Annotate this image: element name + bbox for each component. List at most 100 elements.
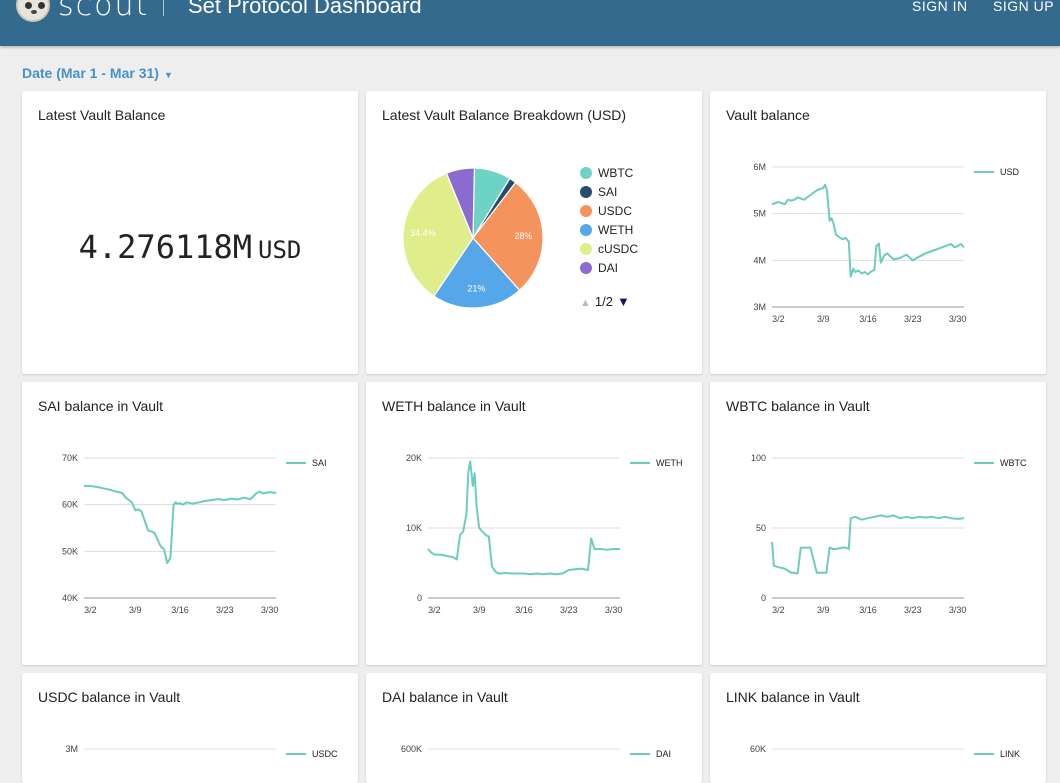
x-tick-label: 3/16 <box>859 605 877 615</box>
y-tick-label: 6M <box>753 162 766 172</box>
x-tick-label: 3/30 <box>949 314 967 324</box>
pie-slice-label: 28% <box>514 231 532 241</box>
legend-swatch <box>580 167 592 179</box>
x-tick-label: 3/9 <box>129 605 142 615</box>
legend-item-cusdc[interactable]: cUSDC <box>580 242 638 256</box>
card-title: DAI balance in Vault <box>382 689 508 705</box>
card-vault-balance: Vault balance 6M 5M 4M 3M USD 3/2 3/9 3/16 3/23 3… <box>710 91 1046 374</box>
series-line <box>427 460 620 576</box>
x-tick-label: 3/23 <box>904 314 922 324</box>
legend-label: USD <box>1000 167 1020 177</box>
legend-swatch <box>580 205 592 217</box>
y-tick-label: 60K <box>62 500 78 510</box>
x-tick-label: 3/2 <box>84 605 97 615</box>
legend-swatch <box>580 186 592 198</box>
y-tick-label: 20K <box>406 453 422 463</box>
legend-pager: ▲ 1/2 ▼ <box>580 294 630 309</box>
legend-swatch <box>580 262 592 274</box>
chevron-down-icon: ▼ <box>163 70 173 80</box>
y-tick-label: 100 <box>751 453 766 463</box>
pie-slice-label: 21% <box>467 283 485 293</box>
card-title: SAI balance in Vault <box>38 398 164 414</box>
date-range-dropdown[interactable]: Date (Mar 1 - Mar 31) ▼ <box>22 65 173 81</box>
y-tick-label: 70K <box>62 453 78 463</box>
series-line <box>84 485 277 564</box>
card-title: Vault balance <box>726 107 810 123</box>
card-balance-breakdown: Latest Vault Balance Breakdown (USD) 28%… <box>366 91 702 374</box>
x-tick-label: 3/23 <box>216 605 234 615</box>
legend-label: WBTC <box>1000 458 1027 468</box>
legend-label: SAI <box>598 185 618 199</box>
card-sai-balance: SAI balance in Vault 70K 60K 50K 40K SAI 3/2 3… <box>22 382 358 665</box>
line-chart: 6M 5M 4M 3M USD 3/2 3/9 3/16 3/23 3/30 <box>753 162 1020 324</box>
balance-unit: USD <box>258 236 302 264</box>
series-line <box>771 514 965 575</box>
legend-label: LINK <box>1000 749 1020 759</box>
card-title: WBTC balance in Vault <box>726 398 870 414</box>
legend-label: USDC <box>312 749 338 759</box>
pie-slice-label: 34.4% <box>410 228 436 238</box>
series-line <box>771 183 965 278</box>
legend-item-dai[interactable]: DAI <box>580 261 618 275</box>
brand-name[interactable]: scout <box>58 0 150 23</box>
card-title: Latest Vault Balance <box>38 107 166 123</box>
x-tick-label: 3/30 <box>949 605 967 615</box>
x-tick-label: 3/16 <box>171 605 189 615</box>
header-divider <box>163 0 164 16</box>
line-chart: 600K DAI <box>401 744 671 759</box>
legend-label: DAI <box>598 261 619 275</box>
date-range-label: Date (Mar 1 - Mar 31) <box>22 65 159 81</box>
y-tick-label: 3M <box>753 302 766 312</box>
x-tick-label: 3/9 <box>817 314 830 324</box>
balance-value: 4.276118M <box>78 228 253 266</box>
line-chart: 20K 10K 0 WETH 3/2 3/9 3/16 3/23 3/30 <box>406 453 683 615</box>
legend-item-usdc[interactable]: USDC <box>580 204 632 218</box>
y-tick-label: 0 <box>417 593 422 603</box>
scout-logo-icon[interactable] <box>16 0 50 22</box>
card-title: USDC balance in Vault <box>38 689 181 705</box>
y-tick-label: 3M <box>65 744 78 754</box>
y-tick-label: 60K <box>750 744 766 754</box>
sign-up-link[interactable]: SIGN UP <box>993 0 1055 14</box>
top-app-bar: scout Set Protocol Dashboard SIGN IN SIG… <box>0 0 1060 46</box>
pie-slice-dai <box>445 167 476 239</box>
card-wbtc-balance: WBTC balance in Vault 100 50 0 WBTC 3/2 3/9 3/… <box>710 382 1046 665</box>
pie-slice-cusdc <box>402 172 474 297</box>
pie-slice-weth <box>433 237 521 309</box>
pie-chart: 28% 21% 34.4% <box>402 167 544 309</box>
x-tick-label: 3/23 <box>904 605 922 615</box>
legend-swatch <box>580 243 592 255</box>
legend-item-wbtc[interactable]: WBTC <box>580 166 633 180</box>
line-chart: 60K LINK <box>750 744 1020 759</box>
y-tick-label: 50 <box>756 523 766 533</box>
card-title: WETH balance in Vault <box>382 398 526 414</box>
y-tick-label: 10K <box>406 523 422 533</box>
big-number: 4.276118M USD <box>22 228 358 266</box>
y-tick-label: 600K <box>401 744 422 754</box>
card-weth-balance: WETH balance in Vault 20K 10K 0 WETH 3/2 3/9 3… <box>366 382 702 665</box>
x-tick-label: 3/23 <box>560 605 578 615</box>
sign-in-link[interactable]: SIGN IN <box>912 0 968 14</box>
legend-swatch <box>580 224 592 236</box>
x-tick-label: 3/9 <box>473 605 486 615</box>
x-tick-label: 3/30 <box>605 605 623 615</box>
legend-label: DAI <box>656 749 671 759</box>
legend-item-weth[interactable]: WETH <box>580 223 633 237</box>
page-title: Set Protocol Dashboard <box>188 0 422 18</box>
legend-label: WBTC <box>598 166 634 180</box>
legend-label: WETH <box>598 223 634 237</box>
page-down-icon[interactable]: ▼ <box>616 294 630 309</box>
x-tick-label: 3/2 <box>772 605 785 615</box>
x-tick-label: 3/2 <box>772 314 785 324</box>
legend-label: SAI <box>312 458 327 468</box>
y-tick-label: 0 <box>761 593 766 603</box>
y-tick-label: 5M <box>753 209 766 219</box>
x-tick-label: 3/9 <box>817 605 830 615</box>
x-tick-label: 3/2 <box>428 605 441 615</box>
y-tick-label: 50K <box>62 546 78 556</box>
card-link-balance: LINK balance in Vault 60K LINK <box>710 673 1046 783</box>
legend-label: cUSDC <box>598 242 639 256</box>
card-usdc-balance: USDC balance in Vault 3M USDC <box>22 673 358 783</box>
pie-slice-usdc <box>472 181 544 292</box>
legend-item-sai[interactable]: SAI <box>580 185 617 199</box>
